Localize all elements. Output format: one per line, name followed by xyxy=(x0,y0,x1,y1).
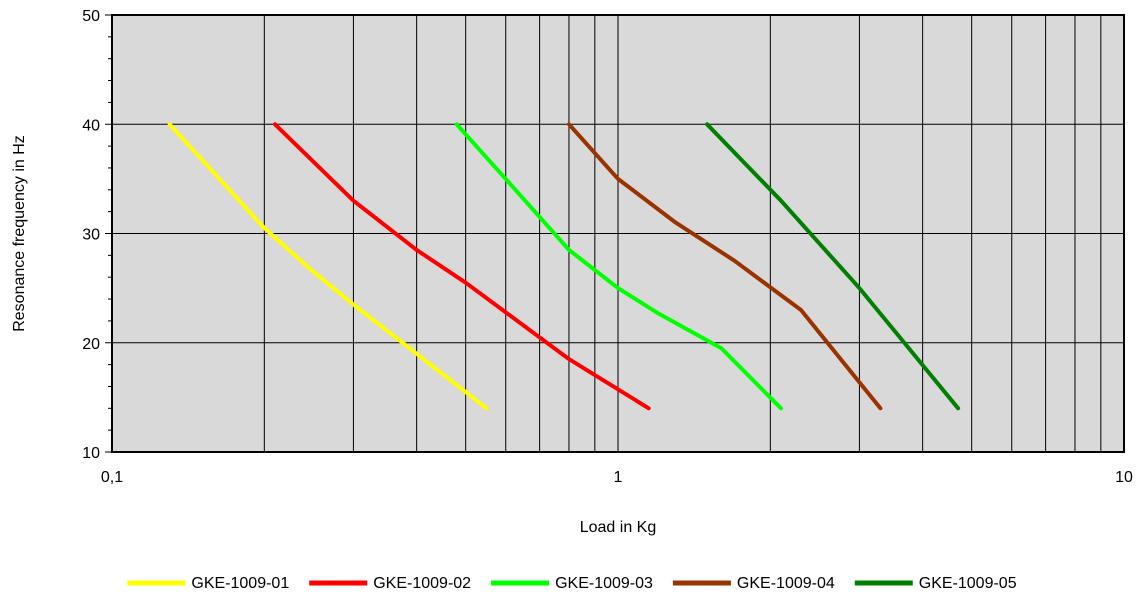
y-tick-label: 50 xyxy=(82,8,100,25)
legend-label-3: GKE-1009-03 xyxy=(555,575,653,592)
legend-label-2: GKE-1009-02 xyxy=(373,575,471,592)
y-tick-labels: 10 20 30 40 50 xyxy=(82,8,100,462)
minor-ticks xyxy=(105,14,112,453)
x-axis-title: Load in Kg xyxy=(580,519,657,536)
x-tick-label: 1 xyxy=(614,469,623,486)
y-tick-label: 10 xyxy=(82,445,100,462)
legend: GKE-1009-01 GKE-1009-02 GKE-1009-03 GKE-100… xyxy=(127,575,1017,592)
y-axis-title: Resonance frequency in Hz xyxy=(11,135,28,332)
legend-label-1: GKE-1009-01 xyxy=(191,575,289,592)
series-line-4 xyxy=(567,122,883,411)
series-line-1 xyxy=(167,122,489,411)
y-tick-label: 20 xyxy=(82,336,100,353)
x-tick-label: 0,1 xyxy=(101,469,123,486)
y-tick-label: 40 xyxy=(82,117,100,134)
series-layer xyxy=(167,122,961,411)
x-tick-labels: 0,1 1 10 xyxy=(101,469,1133,486)
y-tick-label: 30 xyxy=(82,227,100,244)
series-line-5 xyxy=(705,122,961,411)
legend-label-5: GKE-1009-05 xyxy=(919,575,1017,592)
series-line-2 xyxy=(273,122,651,411)
series-line-3 xyxy=(454,122,783,411)
legend-label-4: GKE-1009-04 xyxy=(737,575,835,592)
x-tick-label: 10 xyxy=(1115,469,1133,486)
plot-frame xyxy=(111,14,1125,453)
